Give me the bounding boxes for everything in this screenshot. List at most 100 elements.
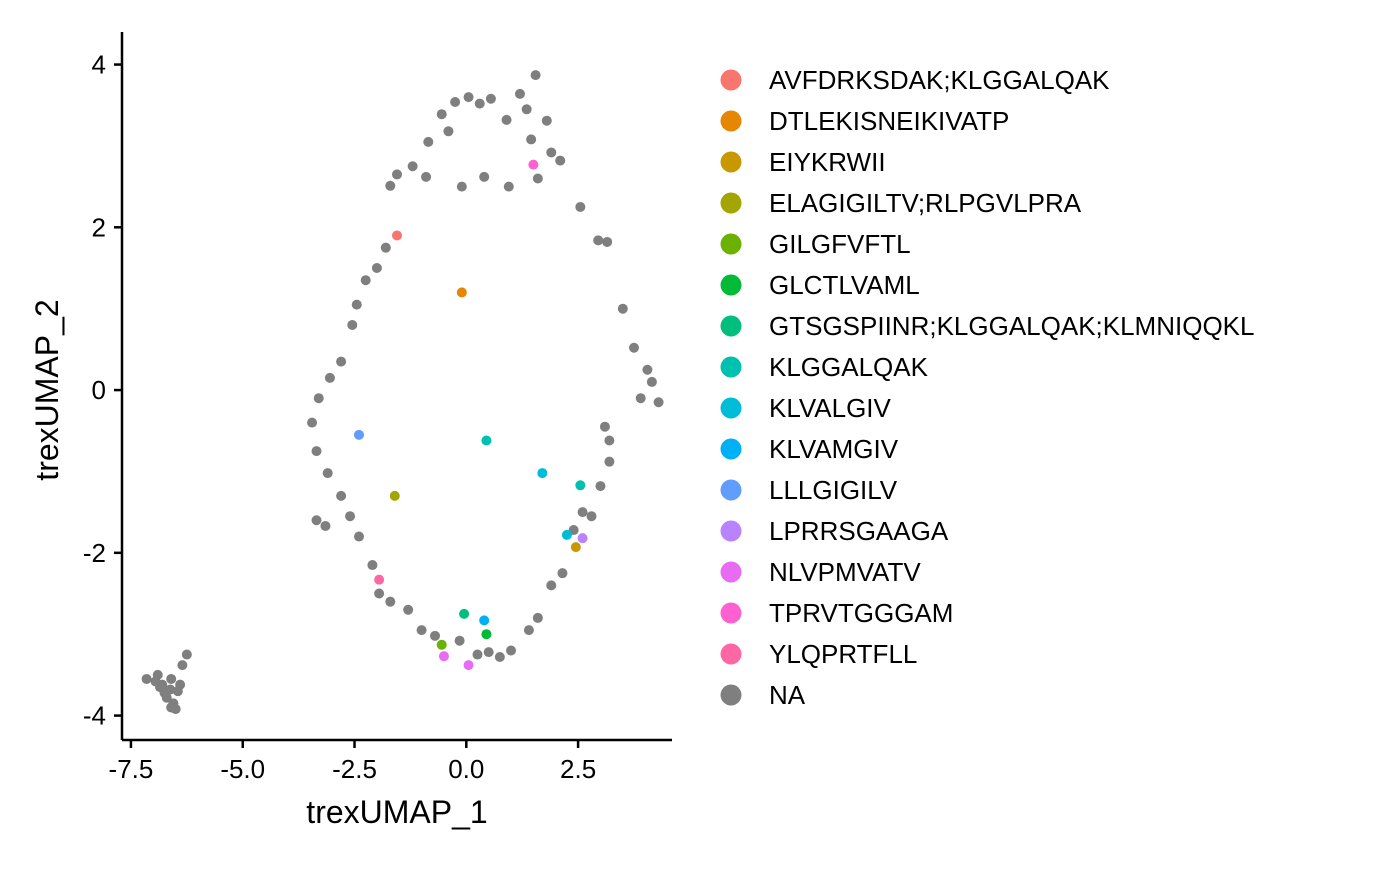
data-point: [392, 169, 402, 180]
data-point: [385, 180, 396, 191]
legend-label: KLVALGIV: [769, 393, 892, 423]
data-point: [152, 669, 163, 680]
legend-label: KLVAMGIV: [769, 434, 899, 464]
data-point: [474, 98, 485, 109]
data-point: [345, 511, 356, 522]
data-point: [463, 92, 474, 103]
legend-key: [720, 110, 742, 132]
legend-key: [720, 151, 742, 173]
data-point: [421, 171, 432, 182]
legend-key: [720, 479, 742, 501]
data-point: [456, 181, 467, 192]
data-point: [438, 651, 449, 662]
y-tick-label: 0: [92, 375, 106, 405]
data-point: [503, 181, 514, 192]
data-point: [141, 673, 152, 684]
data-point: [526, 134, 537, 145]
y-tick-label: -2: [83, 538, 106, 568]
data-point: [479, 171, 490, 182]
legend-key: [720, 274, 742, 296]
data-point: [322, 468, 333, 479]
data-point: [307, 417, 318, 428]
data-point: [532, 173, 543, 184]
data-point: [586, 511, 597, 522]
legend-label: GTSGSPIINR;KLGGALQAK;KLMNIQQKL: [769, 311, 1254, 341]
x-tick-label: -2.5: [332, 754, 377, 784]
y-tick-label: 2: [92, 212, 106, 242]
data-point: [646, 376, 657, 387]
legend-key: [720, 397, 742, 419]
data-point: [577, 507, 588, 518]
data-point: [561, 529, 572, 540]
data-point: [635, 393, 646, 404]
data-point: [483, 647, 494, 658]
data-point: [416, 625, 427, 636]
x-tick-label: 0.0: [448, 754, 484, 784]
data-point: [324, 372, 335, 383]
data-point: [604, 435, 615, 446]
data-point: [454, 635, 465, 646]
legend-key: [720, 684, 742, 706]
data-point: [367, 560, 378, 571]
data-point: [485, 93, 496, 104]
legend-key: [720, 69, 742, 91]
data-point: [403, 604, 414, 615]
data-point: [577, 533, 588, 544]
data-point: [374, 588, 385, 599]
legend-label: EIYKRWII: [769, 147, 886, 177]
data-point: [595, 481, 606, 492]
data-point: [311, 515, 322, 526]
data-point: [177, 660, 188, 671]
data-point: [530, 70, 541, 81]
data-point: [459, 608, 470, 619]
data-point: [353, 531, 364, 542]
x-tick-label: -7.5: [109, 754, 154, 784]
y-axis-title: trexUMAP_2: [29, 299, 65, 480]
data-point: [320, 520, 331, 531]
x-ticks: -7.5 -5.0 -2.5 0.0 2.5: [109, 740, 596, 784]
data-point: [501, 114, 512, 125]
legend-label: NLVPMVATV: [769, 557, 921, 587]
data-point: [599, 421, 610, 432]
data-point: [575, 480, 586, 491]
legend-label: DTLEKISNEIKIVATP: [769, 106, 1009, 136]
data-point: [537, 468, 548, 479]
data-point: [479, 615, 490, 626]
data-point: [481, 629, 492, 640]
data-point: [570, 542, 581, 553]
legend-key: [720, 561, 742, 583]
legend-label: AVFDRKSDAK;KLGGALQAK: [769, 65, 1110, 95]
data-point: [642, 364, 653, 375]
data-point: [155, 682, 166, 693]
x-tick-label: 2.5: [560, 754, 596, 784]
data-point: [443, 126, 454, 137]
points-layer: [141, 70, 664, 715]
x-tick-label: -5.0: [220, 754, 265, 784]
data-point: [604, 456, 615, 467]
data-point: [430, 630, 441, 641]
data-point: [181, 649, 192, 660]
legend-label: GLCTLVAML: [769, 270, 920, 300]
data-point: [523, 625, 534, 636]
data-point: [532, 612, 543, 623]
data-point: [575, 201, 586, 212]
data-point: [456, 287, 467, 298]
legend-label: NA: [769, 680, 806, 710]
data-point: [336, 356, 347, 367]
data-point: [374, 574, 385, 585]
data-point: [463, 660, 474, 671]
legend-label: LLLGIGILV: [769, 475, 898, 505]
data-point: [617, 303, 628, 314]
legend-key: [720, 643, 742, 665]
legend: AVFDRKSDAK;KLGGALQAK DTLEKISNEIKIVATP EIYK…: [720, 65, 1254, 710]
data-point: [514, 88, 525, 99]
data-point: [546, 147, 557, 158]
data-point: [371, 263, 382, 273]
data-point: [385, 596, 396, 607]
data-point: [546, 580, 557, 591]
data-point: [528, 159, 539, 170]
data-point: [494, 651, 505, 662]
legend-label: LPRRSGAAGA: [769, 516, 949, 546]
data-point: [353, 429, 364, 440]
